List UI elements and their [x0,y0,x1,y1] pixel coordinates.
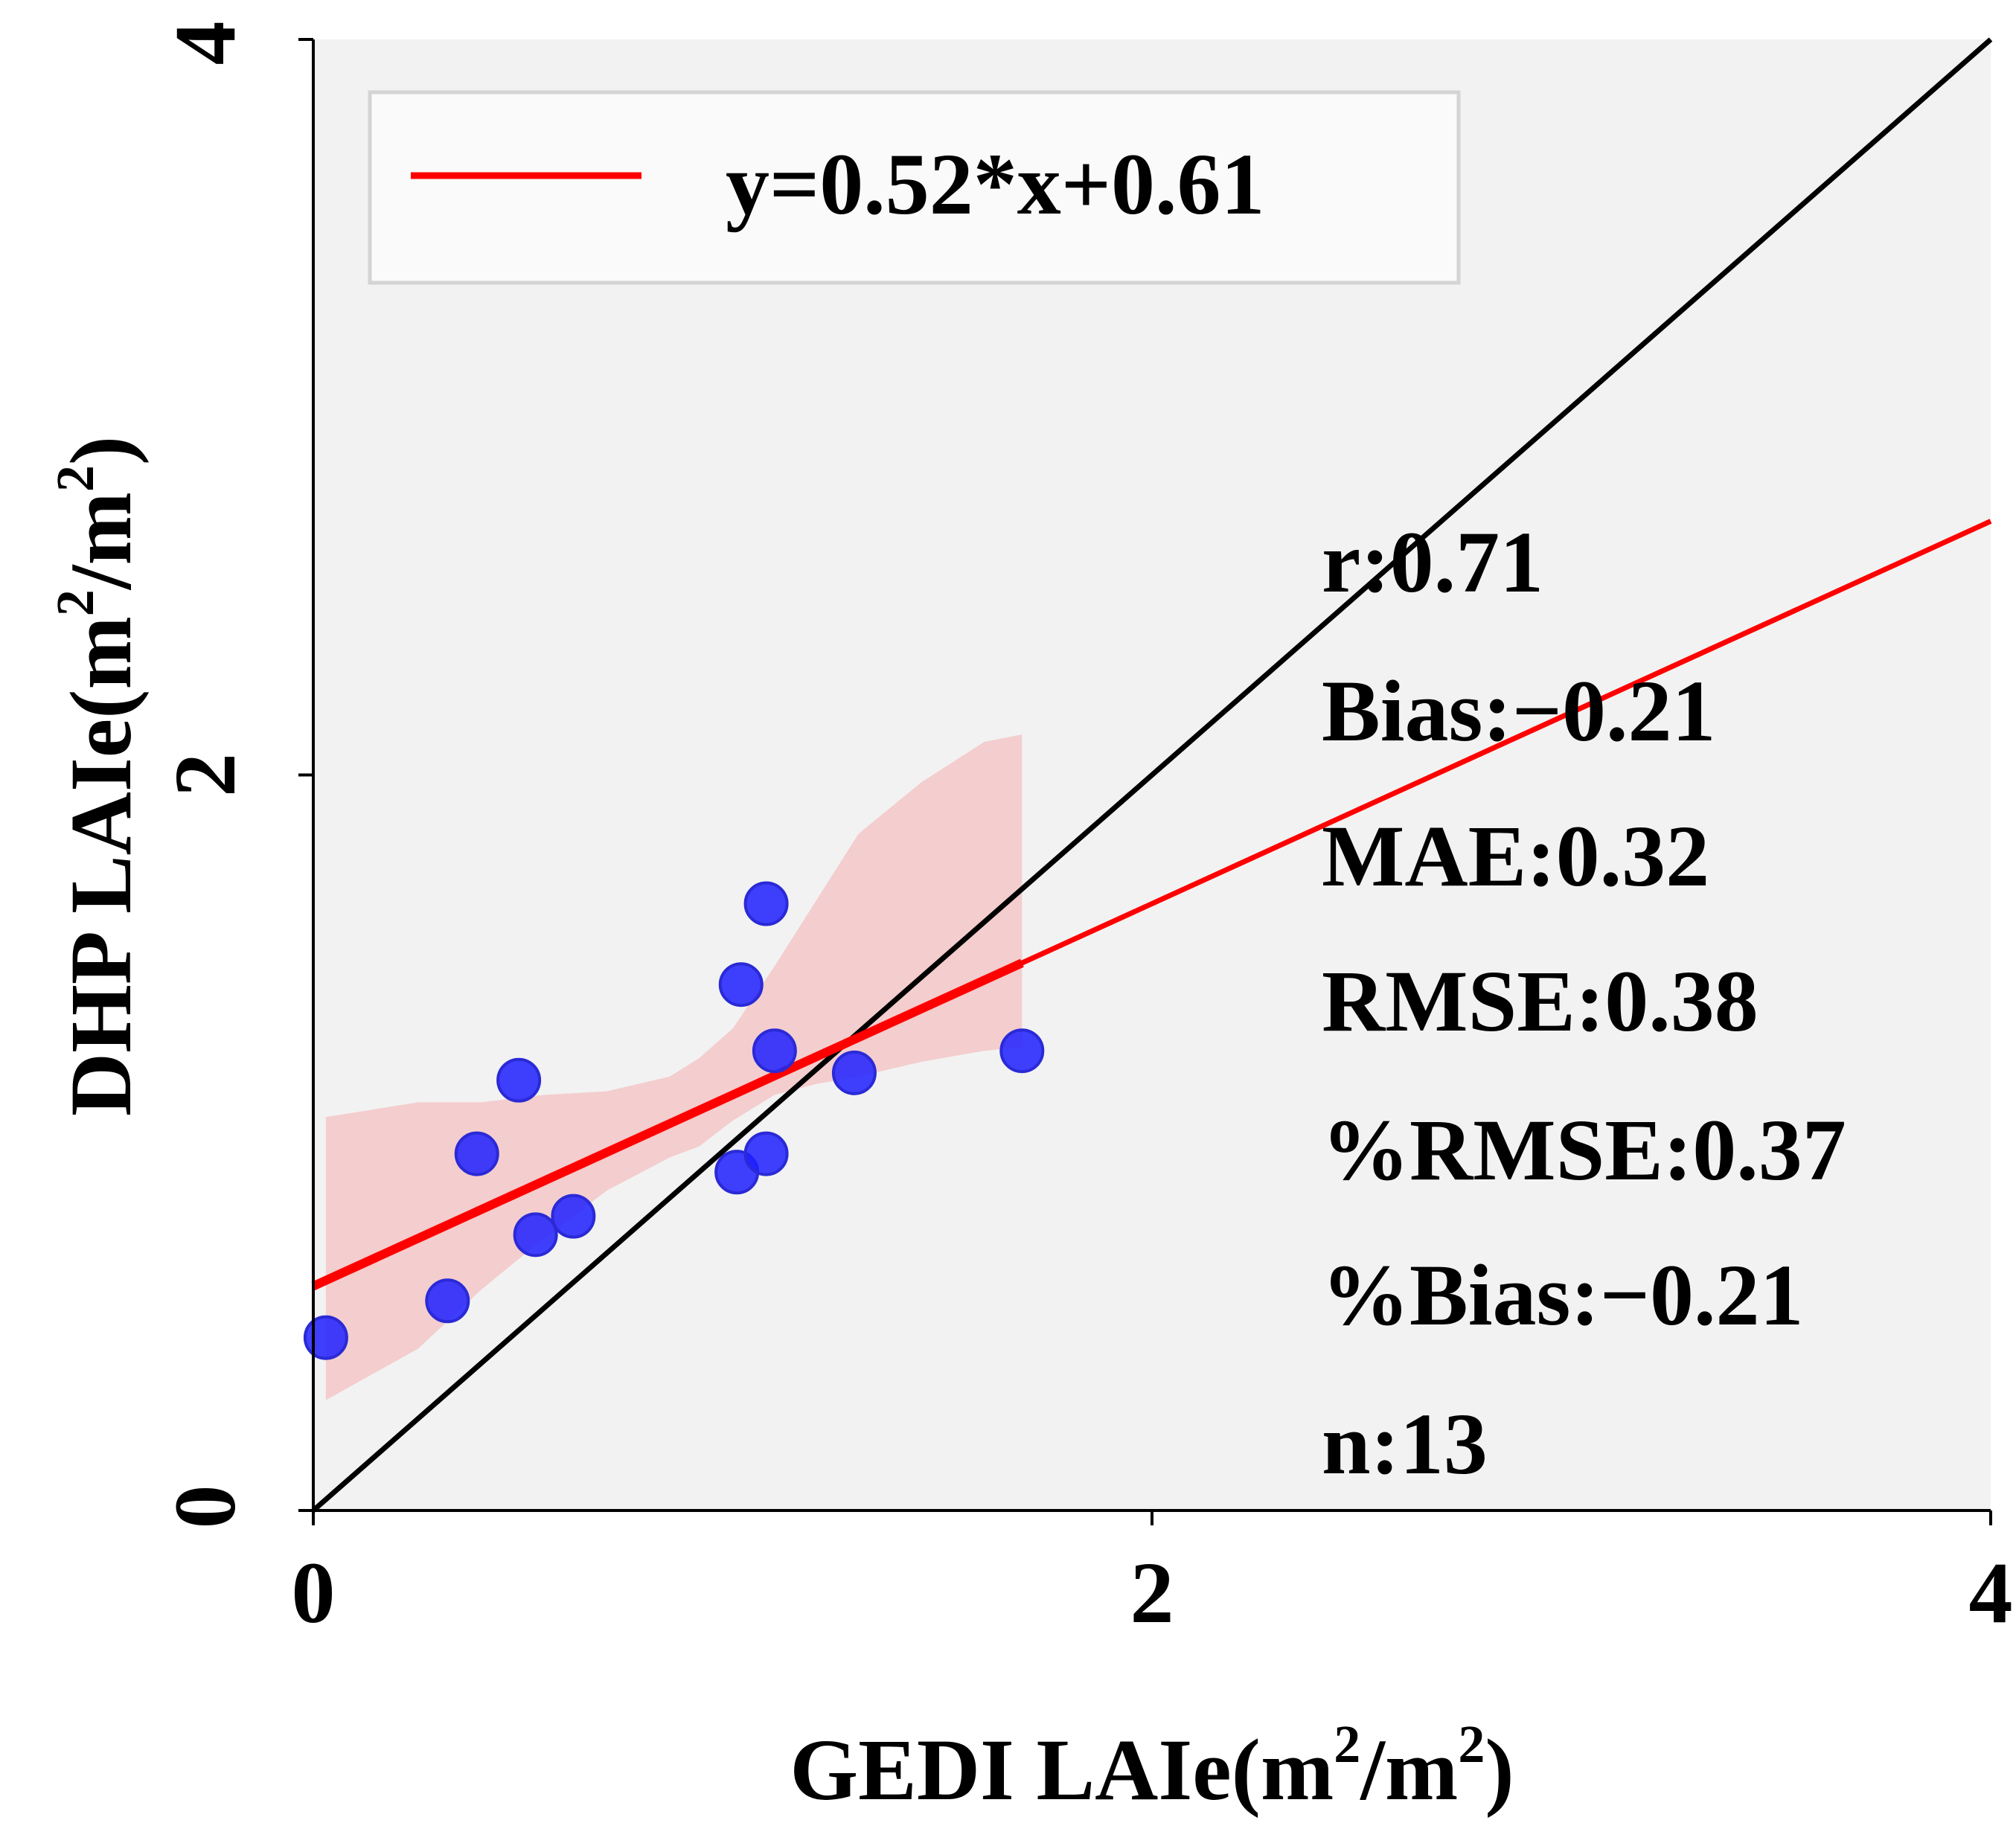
identity-line [311,37,1993,1513]
y-tick-label: 0 [156,1485,254,1529]
statistics-block: r:0.71 Bias:−0.21 MAE:0.32 RMSE:0.38 %RM… [1322,513,1846,1493]
data-point [425,1278,470,1324]
fit-line [311,958,1024,1290]
x-tick-label: 4 [1969,1544,2013,1641]
y-tick-label: 2 [156,753,254,797]
data-point [831,1050,877,1095]
data-point [752,1028,797,1074]
stat-bias: Bias:−0.21 [1322,662,1715,760]
x-tick-label: 0 [292,1544,336,1641]
y-tick-label: 4 [156,22,254,65]
data-points-layer [303,881,1045,1360]
data-point [551,1194,596,1239]
data-point [303,1315,348,1360]
legend-label: y=0.52*x+0.61 [726,135,1264,233]
legend-box [368,90,1461,285]
data-point [743,1131,789,1176]
y-axis-title: DHP LAIe(m2/m2) [45,436,150,1116]
x-axis-title: GEDI LAIe(m2/m2) [790,1714,1514,1819]
y-ticks: 0 2 4 [156,22,313,1529]
confidence-band [325,734,1023,1400]
data-point [454,1131,499,1176]
x-tick-label: 2 [1130,1544,1174,1641]
stat-n: n:13 [1322,1395,1488,1493]
x-ticks: 0 2 4 [292,1510,2013,1641]
data-point [999,1028,1045,1074]
stat-pct-bias: %Bias:−0.21 [1322,1246,1803,1344]
data-point [496,1057,542,1103]
data-point [718,962,764,1007]
stat-pct-rmse: %RMSE:0.37 [1322,1101,1846,1199]
stat-rmse: RMSE:0.38 [1322,952,1759,1050]
data-point [513,1212,558,1257]
stat-r: r:0.71 [1322,513,1543,611]
data-point [743,881,789,926]
regression-lines-layer [311,37,1993,1513]
legend: y=0.52*x+0.61 [368,90,1461,285]
stat-mae: MAE:0.32 [1322,807,1709,905]
confidence-band-layer [325,734,1023,1400]
